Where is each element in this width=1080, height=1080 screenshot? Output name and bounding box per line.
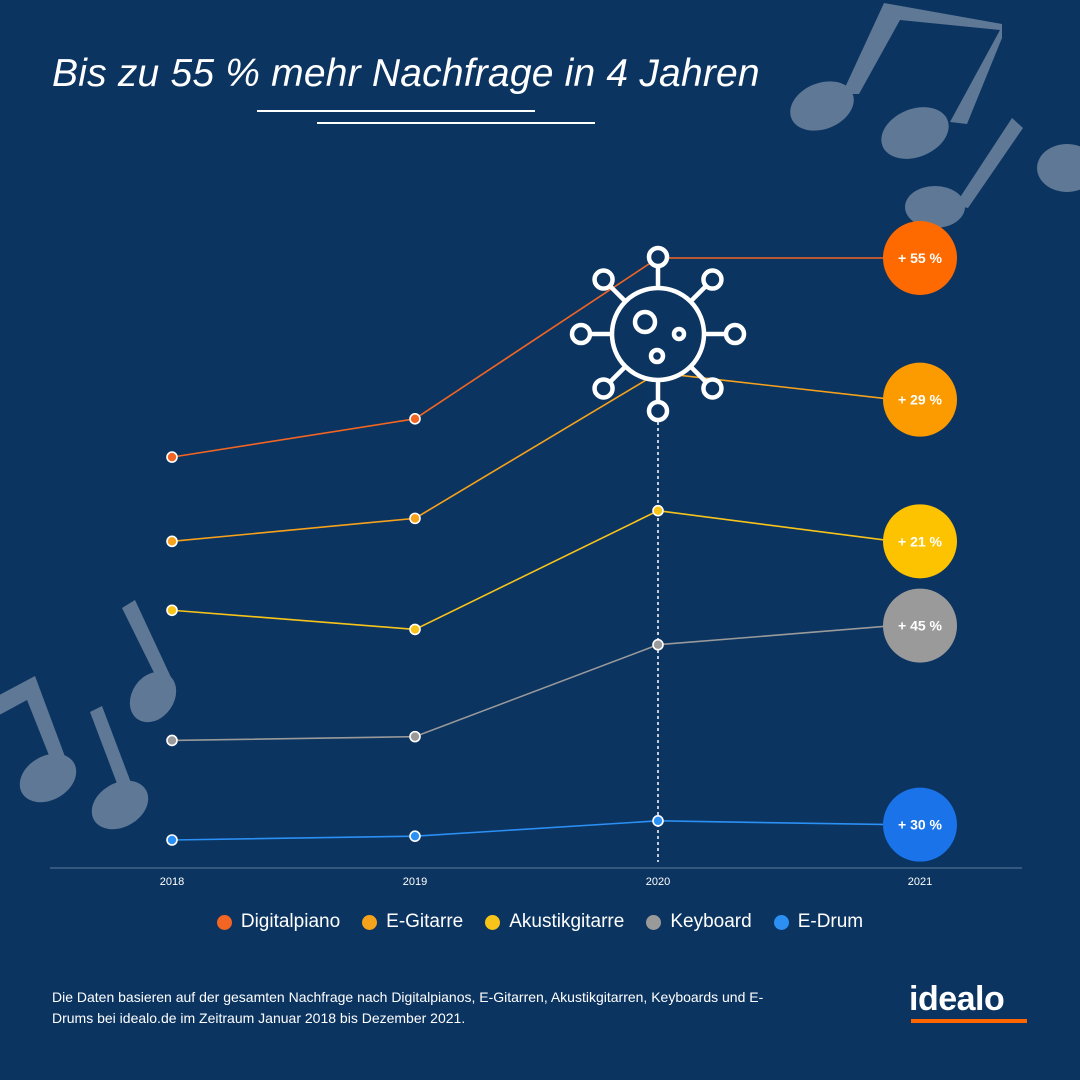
data-point: [652, 815, 664, 827]
legend-label: E-Drum: [797, 911, 864, 932]
data-point: [409, 730, 421, 743]
legend-swatch: [485, 914, 501, 930]
data-label: + 30 %: [898, 817, 943, 833]
chart-legend: Digitalpiano E-Gitarre Akustikgitarre Keybo…: [0, 911, 1080, 933]
title-highlight: mehr Nachfrage: [271, 52, 554, 95]
legend-item: Keyboard: [646, 911, 752, 933]
end-value-badge: [883, 504, 957, 579]
data-point: [409, 413, 421, 425]
music-note-icon: [790, 3, 1002, 159]
x-tick-label: 2020: [646, 876, 670, 888]
source-footnote: Die Daten basieren auf der gesamten Nach…: [52, 989, 764, 1026]
data-point: [166, 535, 178, 548]
end-value-badge: [883, 787, 957, 862]
legend-label: E-Gitarre: [386, 911, 464, 932]
data-label: + 45 %: [898, 618, 943, 634]
music-note-icon: [122, 600, 177, 723]
music-note-icon: [0, 676, 149, 830]
data-point: [409, 512, 421, 525]
data-label: + 55 %: [898, 250, 943, 266]
line-chart: 2018 2019 2020 2021 + 55 % + 29 % + 21 % + 45 …: [0, 3, 1080, 888]
data-point: [166, 834, 178, 846]
legend-item: E-Gitarre: [362, 911, 463, 933]
legend-item: Akustikgitarre: [485, 911, 624, 933]
series-line: [171, 624, 896, 742]
series-line: [171, 820, 896, 841]
legend-swatch: [646, 914, 662, 930]
series-line: [171, 509, 896, 631]
legend-swatch: [773, 914, 789, 930]
x-tick-label: 2021: [908, 876, 932, 888]
end-value-badge: [883, 221, 957, 295]
title-underline: [257, 110, 535, 112]
music-notes-decoration: [0, 3, 1080, 830]
virus-icon: [569, 245, 747, 423]
end-value-badge: [883, 588, 957, 663]
legend-label: Digitalpiano: [240, 911, 341, 932]
x-tick-label: 2019: [403, 876, 427, 888]
legend-item: E-Drum: [773, 911, 864, 933]
music-note-icon: [905, 118, 1080, 228]
legend-item: Digitalpiano: [216, 911, 341, 933]
series-line: [171, 372, 896, 543]
series-line: [171, 257, 895, 458]
legend-label: Keyboard: [670, 911, 752, 932]
end-value-badge: [883, 362, 957, 437]
title-part-3: in 4 Jahren: [553, 52, 760, 95]
x-tick-label: 2018: [160, 876, 184, 888]
data-point: [652, 638, 664, 651]
idealo-logo: idealo: [909, 980, 1005, 1018]
chart-title: Bis zu 55 % mehr Nachfrage in 4 Jahren: [52, 52, 760, 96]
data-point: [166, 604, 178, 617]
data-point: [166, 451, 178, 463]
data-point: [652, 504, 664, 517]
data-point: [166, 734, 178, 747]
legend-label: Akustikgitarre: [509, 911, 625, 932]
legend-swatch: [216, 914, 232, 930]
data-point: [409, 830, 421, 842]
data-point: [409, 623, 421, 636]
data-label: + 21 %: [898, 533, 943, 549]
legend-swatch: [362, 914, 378, 930]
title-part-1: Bis zu 55 %: [52, 52, 272, 95]
logo-underline: [911, 1019, 1027, 1023]
title-underline-secondary: [317, 122, 595, 124]
data-label: + 29 %: [898, 392, 943, 408]
